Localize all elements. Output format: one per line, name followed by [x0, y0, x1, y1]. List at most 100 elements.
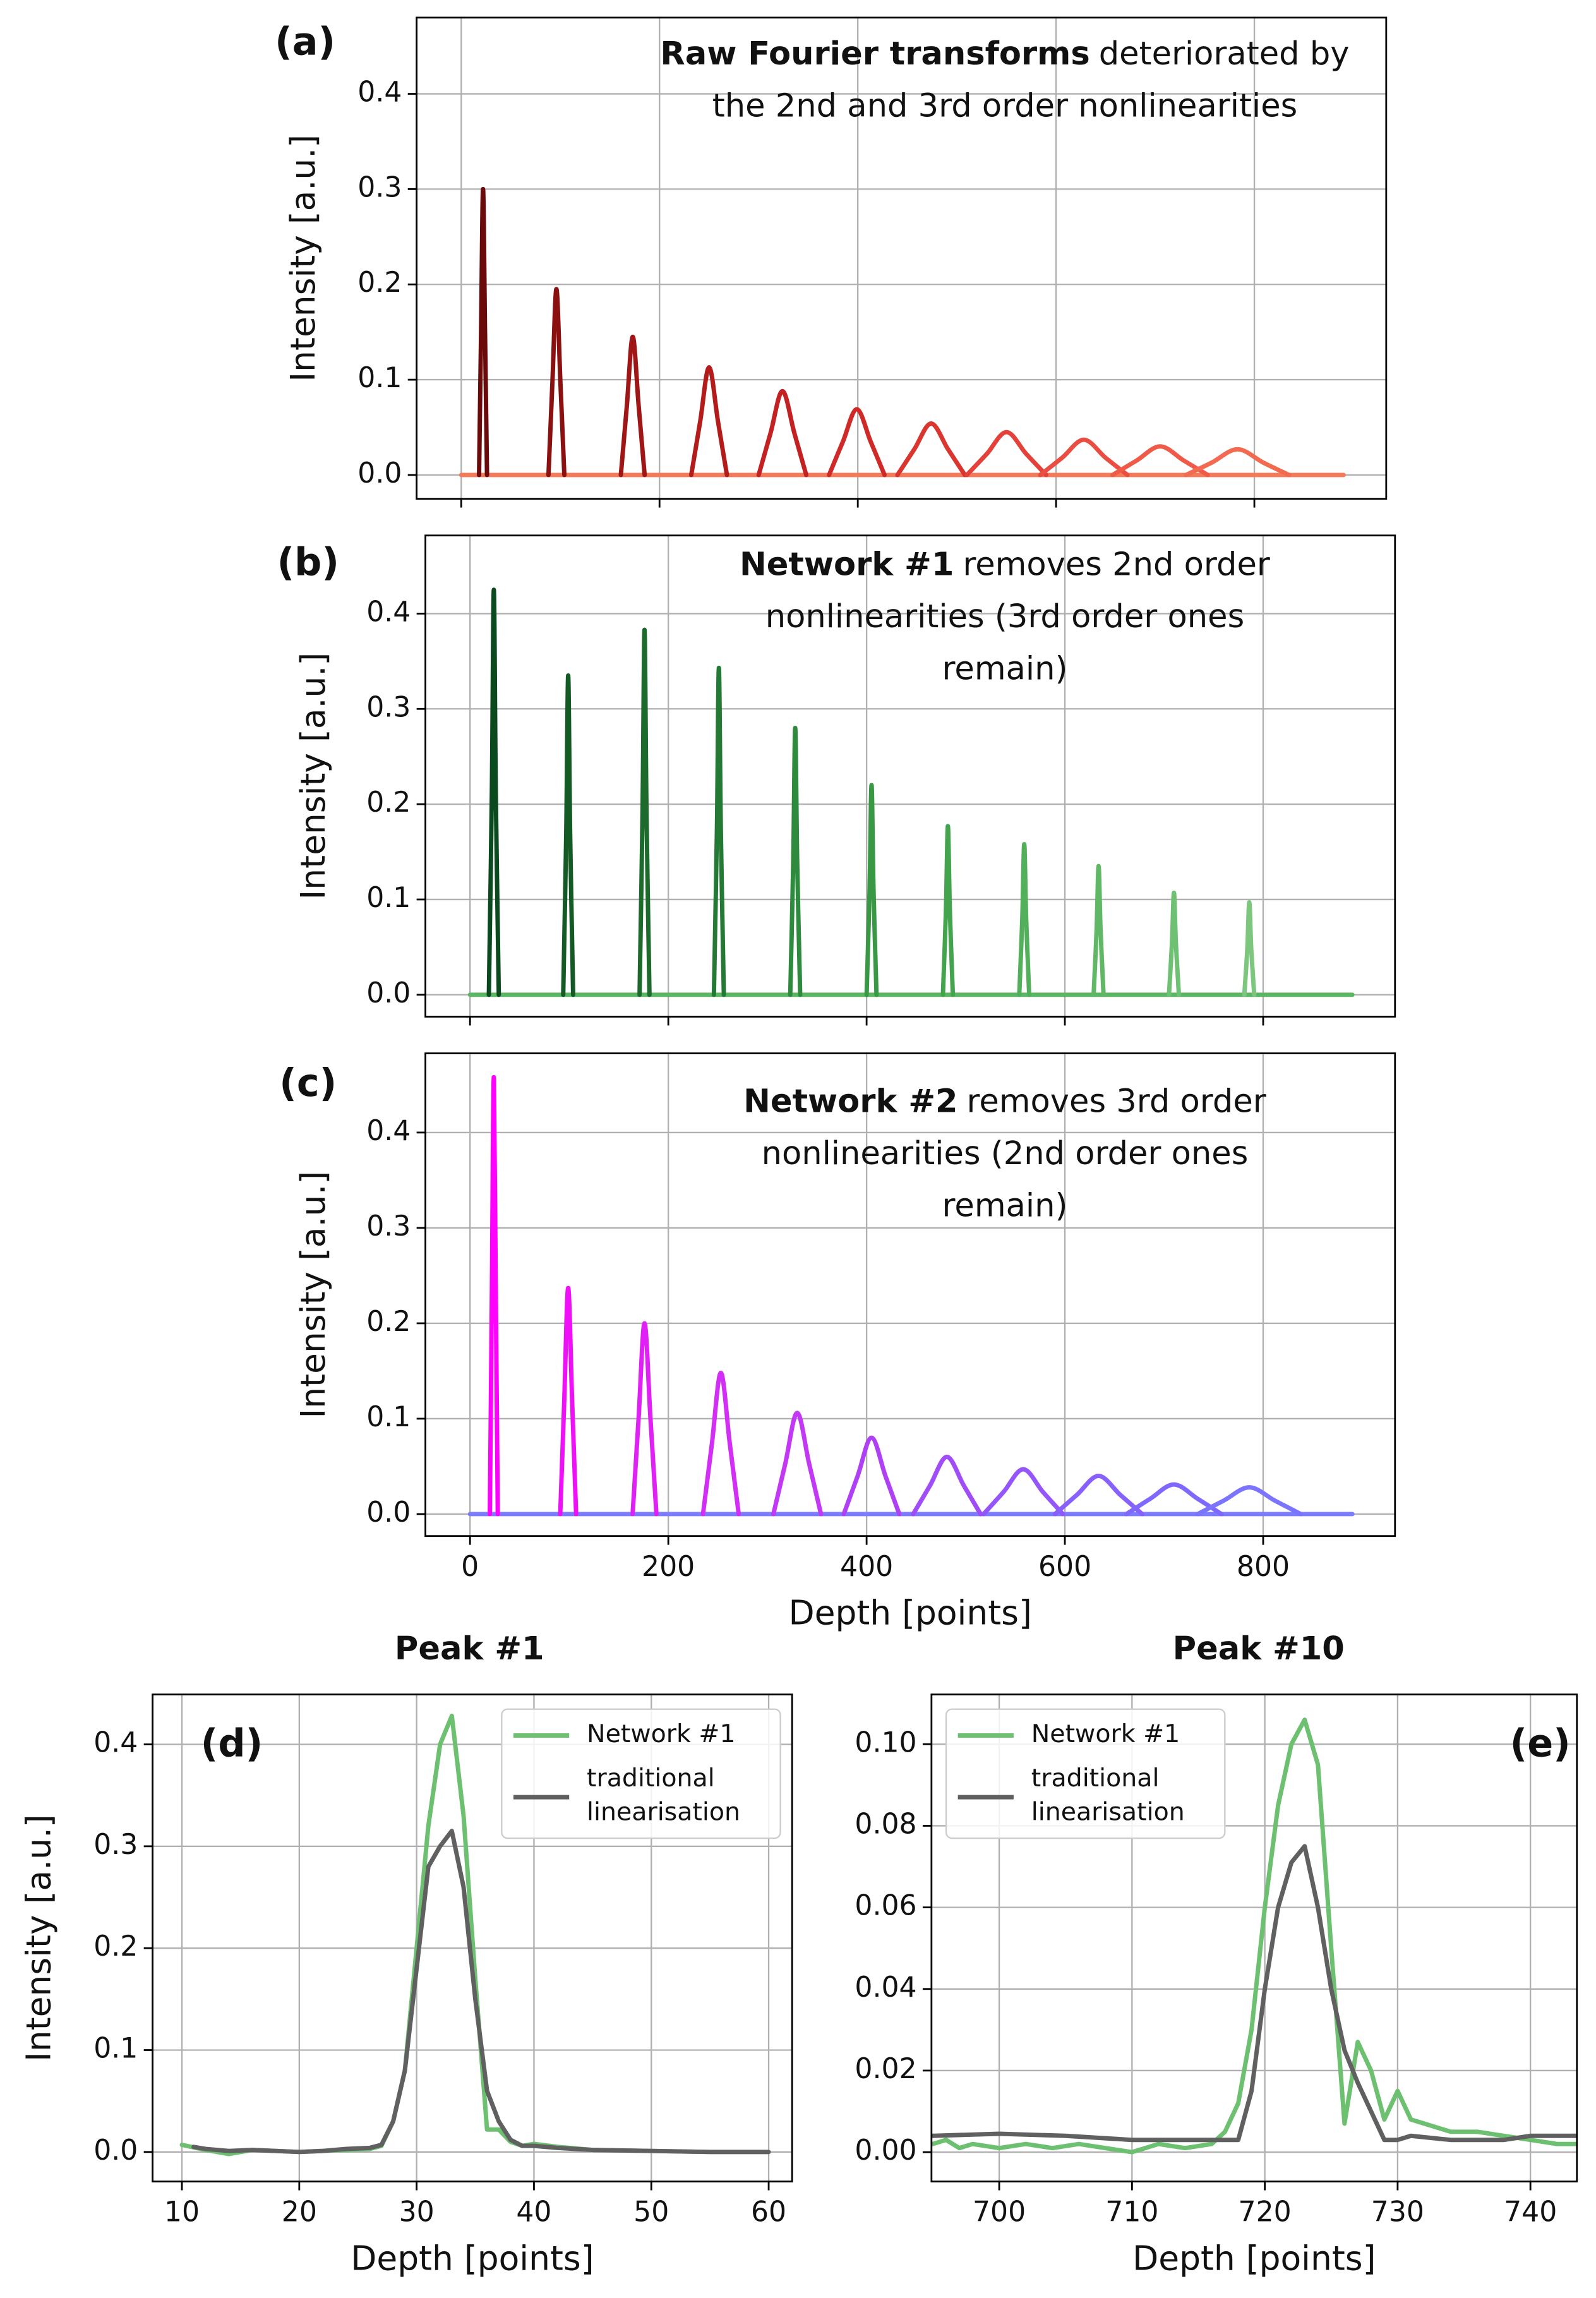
y-tick-label: 0.0	[357, 457, 402, 490]
annotation: nonlinearities (3rd order ones	[765, 598, 1244, 635]
y-tick-label: 0.3	[366, 1210, 411, 1242]
data-line	[771, 1411, 824, 1517]
data-line	[561, 673, 575, 997]
plot-frame	[152, 1693, 793, 2182]
y-tick-label: 0.06	[855, 1890, 916, 1922]
data-line	[756, 388, 809, 478]
y-tick-label: 0.10	[855, 1726, 916, 1759]
plot-lines	[179, 1713, 771, 2157]
x-axis-label: Depth [points]	[351, 2239, 594, 2278]
panel-label: (c)	[279, 1061, 337, 1105]
data-line	[1110, 444, 1210, 478]
y-tick-label: 0.3	[366, 691, 411, 723]
data-line	[477, 186, 489, 478]
y-tick-label: 0.1	[366, 1401, 411, 1433]
legend-label: traditional linearisation	[1031, 1764, 1185, 1826]
data-line	[964, 430, 1048, 478]
x-tick-label: 10	[164, 2196, 200, 2229]
plot-lines	[459, 186, 1346, 478]
data-line	[1242, 900, 1257, 997]
x-tick-label: 30	[399, 2196, 435, 2229]
panel: 10 20 30 40 50 60 0.0 0.1 0.2 0.3 0.4 (d) Peak #1 Int…	[19, 1630, 793, 2278]
data-line	[1124, 1482, 1224, 1517]
data-line	[191, 1829, 771, 2155]
legend: Network #1 traditional linearisation	[501, 1708, 781, 1839]
chart-title: Peak #1	[395, 1630, 544, 1668]
chart-title: Peak #10	[1173, 1630, 1345, 1668]
panel: 700 710 720 730 740 0.00 0.02 0.04 0.06 0.08 0.10 (…	[855, 1630, 1578, 2278]
legend-label: Network #1	[1031, 1719, 1180, 1748]
data-line	[637, 627, 652, 997]
data-line	[940, 824, 956, 997]
annotation-text: deteriorated by	[1099, 35, 1350, 73]
annotation: Network #1 removes 2nd order	[740, 546, 1270, 583]
x-axis-label: Depth [points]	[1132, 2239, 1376, 2278]
plot-lines	[931, 1717, 1577, 2155]
data-line	[827, 407, 887, 478]
data-line	[911, 1454, 983, 1517]
panel: 0 200 400 600 800 0.0 0.1 0.2 0.3 0.4 (c) Intensity…	[279, 1052, 1396, 1633]
legend-box	[945, 1708, 1226, 1839]
panel-label: (b)	[277, 541, 339, 585]
data-line	[1038, 437, 1130, 478]
data-line	[1091, 863, 1106, 997]
data-line	[788, 725, 803, 997]
annotation: Raw Fourier transforms deteriorated by	[660, 35, 1349, 73]
y-tick-label: 0.4	[357, 76, 402, 109]
annotation-text: removes 2nd order	[963, 546, 1270, 583]
y-tick-label: 0.2	[366, 786, 411, 819]
x-tick-label: 60	[751, 2196, 786, 2229]
data-line	[981, 1467, 1065, 1517]
y-tick-label: 0.4	[93, 1727, 138, 1759]
y-tick-label: 0.04	[855, 1971, 916, 2004]
y-tick-label: 0.3	[357, 171, 402, 203]
annotation: Network #2 removes 3rd order	[743, 1083, 1266, 1121]
y-tick-label: 0.0	[366, 977, 411, 1009]
panel-label: (d)	[201, 1721, 263, 1766]
plot-frame	[416, 16, 1388, 500]
data-line	[488, 1074, 500, 1517]
data-line	[931, 1717, 1577, 2155]
legend-box	[501, 1708, 781, 1839]
annotation-bold: Network #1	[740, 546, 954, 583]
data-line	[558, 1285, 579, 1517]
data-line	[546, 287, 567, 478]
x-tick-label: 400	[840, 1551, 893, 1583]
data-line	[618, 334, 647, 478]
x-tick-label: 720	[1239, 2196, 1292, 2229]
y-tick-label: 0.02	[855, 2053, 916, 2085]
annotation: remain)	[942, 1187, 1068, 1224]
plot-frame	[424, 1052, 1396, 1537]
y-tick-label: 0.1	[357, 362, 402, 394]
y-axis-label: Intensity [a.u.]	[293, 653, 333, 900]
x-tick-label: 20	[282, 2196, 317, 2229]
x-tick-label: 600	[1038, 1551, 1091, 1583]
x-tick-label: 740	[1504, 2196, 1557, 2229]
annotation: remain)	[942, 650, 1068, 687]
y-tick-label: 0.0	[93, 2134, 138, 2167]
x-axis-label: Depth [points]	[788, 1593, 1031, 1633]
x-tick-label: 800	[1237, 1551, 1290, 1583]
data-line	[895, 421, 968, 478]
plot-frame	[424, 534, 1396, 1018]
y-tick-label: 0.3	[93, 1829, 138, 1861]
x-tick-label: 40	[516, 2196, 551, 2229]
annotation: the 2nd and 3rd order nonlinearities	[712, 88, 1298, 125]
legend-label: traditional linearisation	[587, 1764, 740, 1826]
data-line	[841, 1435, 902, 1517]
y-tick-label: 0.4	[366, 596, 411, 628]
x-tick-label: 710	[1105, 2196, 1158, 2229]
panel-label: (a)	[275, 20, 335, 64]
legend-line: traditional	[587, 1764, 723, 1793]
annotation-bold: Raw Fourier transforms	[660, 35, 1089, 73]
x-tick-label: 50	[633, 2196, 669, 2229]
plot-lines	[467, 1074, 1355, 1517]
data-line	[931, 1844, 1577, 2143]
data-line	[864, 783, 879, 997]
plot-frame	[930, 1693, 1578, 2182]
y-axis-label: Intensity [a.u.]	[293, 1171, 333, 1419]
x-tick-label: 0	[461, 1551, 479, 1583]
annotation-bold: Network #2	[743, 1083, 957, 1121]
